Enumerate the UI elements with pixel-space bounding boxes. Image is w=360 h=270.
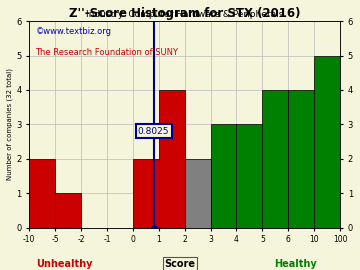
Y-axis label: Number of companies (32 total): Number of companies (32 total) <box>7 68 13 180</box>
Text: Healthy: Healthy <box>274 259 317 269</box>
Bar <box>29 159 55 228</box>
Text: The Research Foundation of SUNY: The Research Foundation of SUNY <box>35 48 179 57</box>
Bar <box>185 159 211 228</box>
Bar <box>159 90 185 228</box>
Bar <box>211 124 237 228</box>
Bar <box>237 124 262 228</box>
Title: Z''-Score Histogram for STX (2016): Z''-Score Histogram for STX (2016) <box>69 7 300 20</box>
Bar <box>262 90 288 228</box>
Text: 0.8025: 0.8025 <box>138 127 169 136</box>
Text: Score: Score <box>165 259 195 269</box>
Text: Industry: Computer Hardware & Peripherals: Industry: Computer Hardware & Peripheral… <box>86 10 283 19</box>
Bar <box>288 90 314 228</box>
Text: ©www.textbiz.org: ©www.textbiz.org <box>35 27 112 36</box>
Bar <box>314 56 340 228</box>
Bar <box>133 159 159 228</box>
Bar <box>55 193 81 228</box>
Text: Unhealthy: Unhealthy <box>36 259 93 269</box>
